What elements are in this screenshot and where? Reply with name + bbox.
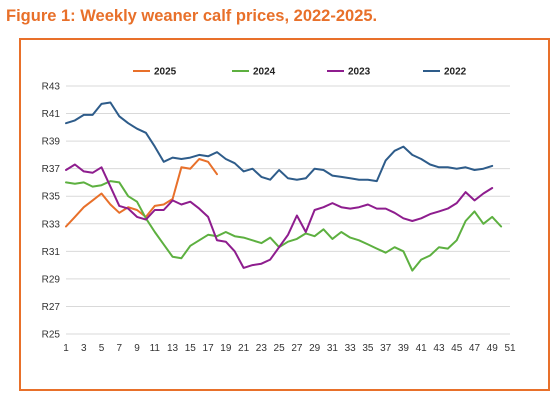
- x-tick-label: 29: [309, 343, 321, 354]
- x-tick-label: 17: [203, 343, 215, 354]
- x-tick-label: 49: [487, 343, 499, 354]
- chart-frame: [19, 38, 550, 391]
- x-tick-label: 23: [256, 343, 268, 354]
- series-line-2025: [65, 158, 218, 228]
- legend-label-2022: 2022: [444, 67, 467, 78]
- x-tick-label: 1: [63, 343, 69, 354]
- y-tick-label: R33: [42, 219, 61, 230]
- x-tick-label: 41: [416, 343, 428, 354]
- legend-label-2024: 2024: [253, 67, 276, 78]
- x-tick-label: 7: [116, 343, 122, 354]
- x-tick-label: 37: [380, 343, 392, 354]
- x-tick-label: 25: [274, 343, 286, 354]
- y-tick-label: R37: [42, 164, 61, 175]
- legend-label-2023: 2023: [348, 67, 371, 78]
- legend-label-2025: 2025: [154, 67, 177, 78]
- y-tick-label: R27: [42, 302, 61, 313]
- x-tick-label: 35: [362, 343, 374, 354]
- y-tick-label: R41: [42, 109, 61, 120]
- y-tick-label: R25: [42, 330, 61, 341]
- x-tick-label: 9: [134, 343, 140, 354]
- x-tick-label: 31: [327, 343, 339, 354]
- x-tick-label: 3: [81, 343, 87, 354]
- x-tick-label: 39: [398, 343, 410, 354]
- x-tick-label: 15: [185, 343, 197, 354]
- y-tick-label: R31: [42, 247, 61, 258]
- figure-title: Figure 1: Weekly weaner calf prices, 202…: [6, 7, 378, 25]
- x-tick-label: 13: [167, 343, 179, 354]
- x-tick-label: 21: [238, 343, 250, 354]
- y-tick-label: R39: [42, 137, 61, 148]
- x-tick-label: 27: [291, 343, 303, 354]
- x-tick-label: 19: [220, 343, 232, 354]
- x-tick-label: 11: [150, 343, 161, 354]
- series-line-2024: [65, 180, 503, 272]
- x-tick-label: 47: [469, 343, 481, 354]
- series-line-2022: [65, 101, 494, 183]
- y-tick-label: R43: [42, 82, 61, 93]
- x-tick-label: 51: [504, 343, 516, 354]
- x-tick-label: 33: [345, 343, 357, 354]
- x-tick-label: 45: [451, 343, 463, 354]
- x-tick-label: 5: [99, 343, 105, 354]
- x-tick-label: 43: [433, 343, 445, 354]
- series-line-2023: [65, 163, 494, 269]
- y-tick-label: R35: [42, 192, 61, 203]
- y-tick-label: R29: [42, 274, 61, 285]
